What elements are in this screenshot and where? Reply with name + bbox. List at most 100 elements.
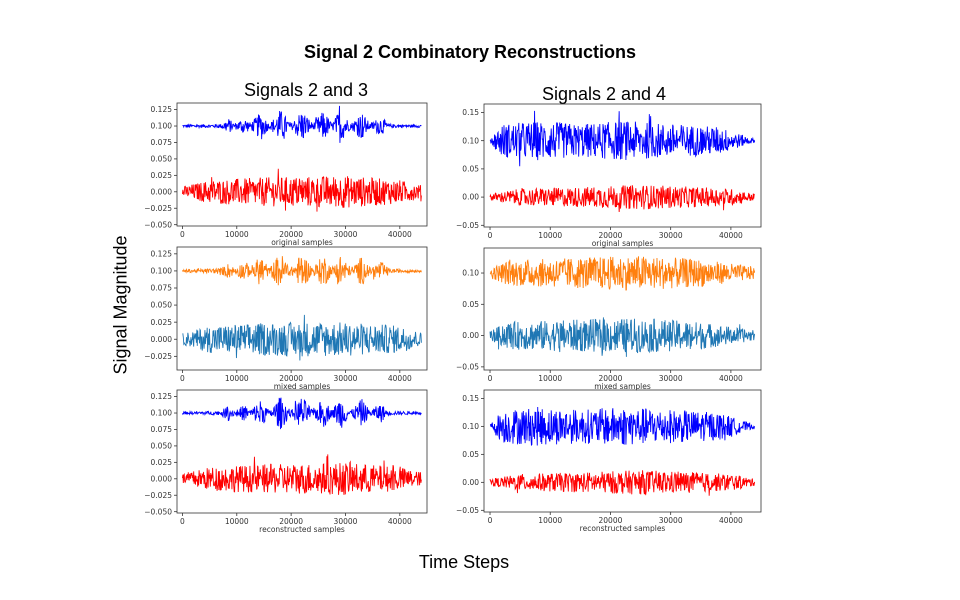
y-tick-label: 0.025 [151,171,173,180]
x-tick-label: 0 [180,517,185,526]
y-tick-label: 0.05 [462,164,479,173]
y-tick-label: 0.050 [151,155,173,164]
x-tick-label: 40000 [388,517,412,526]
y-tick-label: 0.000 [151,474,173,483]
subplot-1-0: 0 10000 20000 30000 40000 −0.05 0.00 0.05 0.10 0.… [456,103,762,248]
x-tick-label: 40000 [388,230,412,239]
x-tick-label: 20000 [279,517,303,526]
subplot-frame [176,389,428,514]
y-tick-label: 0.075 [151,138,173,147]
x-tick-label: 10000 [225,374,249,383]
subplot-x-label: mixed samples [594,382,651,391]
y-tick-label: 0.125 [151,392,173,401]
x-tick-label: 40000 [719,516,743,525]
series-line-blue [182,397,422,430]
subplot-0-0: 0 10000 20000 30000 40000 −0.050 −0.025 0.000 0.… [144,102,428,247]
subplot-x-label: reconstructed samples [259,525,345,534]
y-tick-label: −0.025 [144,352,172,361]
y-tick-label: −0.050 [144,507,172,516]
x-tick-label: 10000 [538,516,562,525]
x-tick-label: 30000 [659,516,683,525]
y-tick-label: −0.025 [144,204,172,213]
y-tick-label: −0.05 [456,362,479,371]
y-tick-label: 0.000 [151,335,173,344]
x-tick-label: 20000 [279,374,303,383]
y-tick-label: 0.100 [151,409,173,418]
y-tick-label: 0.075 [151,284,173,293]
y-tick-label: 0.050 [151,442,173,451]
x-tick-label: 10000 [538,374,562,383]
x-tick-label: 40000 [388,374,412,383]
y-tick-label: 0.15 [462,108,479,117]
figure-x-axis-label: Time Steps [418,552,510,572]
y-tick-label: 0.050 [151,301,173,310]
y-tick-label: 0.00 [462,478,479,487]
subplot-x-label: original samples [592,239,654,248]
x-tick-label: 20000 [599,374,623,383]
x-tick-label: 30000 [659,374,683,383]
column-title-left: Signals 2 and 3 [243,80,369,100]
series-line-orange [489,256,756,291]
y-tick-label: 0.100 [151,122,173,131]
y-tick-label: −0.025 [144,491,172,500]
y-tick-label: 0.025 [151,458,173,467]
y-tick-label: −0.05 [456,506,479,515]
subplot-x-label: original samples [271,238,333,247]
series-line-red [489,470,756,496]
subplot-x-label: mixed samples [274,382,331,391]
figure-title: Signal 2 Combinatory Reconstructions [303,42,637,62]
x-tick-label: 40000 [719,231,743,240]
y-tick-label: 0.075 [151,425,173,434]
x-tick-label: 10000 [538,231,562,240]
column-title-right: Signals 2 and 4 [541,84,667,104]
y-tick-label: −0.05 [456,221,479,230]
series-line-steelblue [182,314,422,361]
subplot-frame [483,103,762,228]
x-tick-label: 30000 [334,230,358,239]
subplot-frame [483,389,762,513]
y-tick-label: 0.05 [462,300,479,309]
y-tick-label: 0.10 [462,422,479,431]
x-tick-label: 10000 [225,517,249,526]
y-tick-label: 0.100 [151,267,173,276]
x-tick-label: 30000 [334,517,358,526]
x-tick-label: 0 [180,230,185,239]
y-tick-label: 0.125 [151,249,173,258]
x-tick-label: 20000 [279,230,303,239]
subplot-0-2: 0 10000 20000 30000 40000 −0.050 −0.025 0.000 0.… [144,389,428,534]
subplot-frame [483,247,762,371]
series-line-blue [489,406,756,446]
x-tick-label: 10000 [225,230,249,239]
series-line-blue [489,110,756,167]
subplot-x-label: reconstructed samples [580,524,666,533]
y-tick-label: 0.10 [462,136,479,145]
subplot-0-1: 0 10000 20000 30000 40000 −0.025 0.000 0.025 0.0… [144,246,428,391]
y-tick-label: 0.00 [462,331,479,340]
series-line-red [181,454,422,495]
y-tick-label: 0.025 [151,318,173,327]
x-tick-label: 0 [488,231,493,240]
series-line-steelblue [489,317,756,357]
x-tick-label: 30000 [334,374,358,383]
x-tick-label: 30000 [659,231,683,240]
subplot-1-1: 0 10000 20000 30000 40000 −0.05 0.00 0.05 0.10 mi… [456,247,762,391]
x-tick-label: 20000 [599,231,623,240]
y-tick-label: 0.000 [151,187,173,196]
y-tick-label: 0.00 [462,193,479,202]
series-line-orange [182,256,422,286]
subplot-frame [176,246,428,371]
y-tick-label: 0.125 [151,105,173,114]
subplot-frame [176,102,428,227]
subplot-1-2: 0 10000 20000 30000 40000 −0.05 0.00 0.05 0.10 0.… [456,389,762,533]
y-tick-label: 0.15 [462,394,479,403]
series-line-blue [182,105,422,143]
y-tick-label: −0.050 [144,220,172,229]
x-tick-label: 0 [180,374,185,383]
series-line-red [489,185,755,212]
x-tick-label: 0 [488,374,493,383]
x-tick-label: 40000 [719,374,743,383]
y-tick-label: 0.10 [462,269,479,278]
series-line-red [181,168,422,212]
x-tick-label: 0 [488,516,493,525]
